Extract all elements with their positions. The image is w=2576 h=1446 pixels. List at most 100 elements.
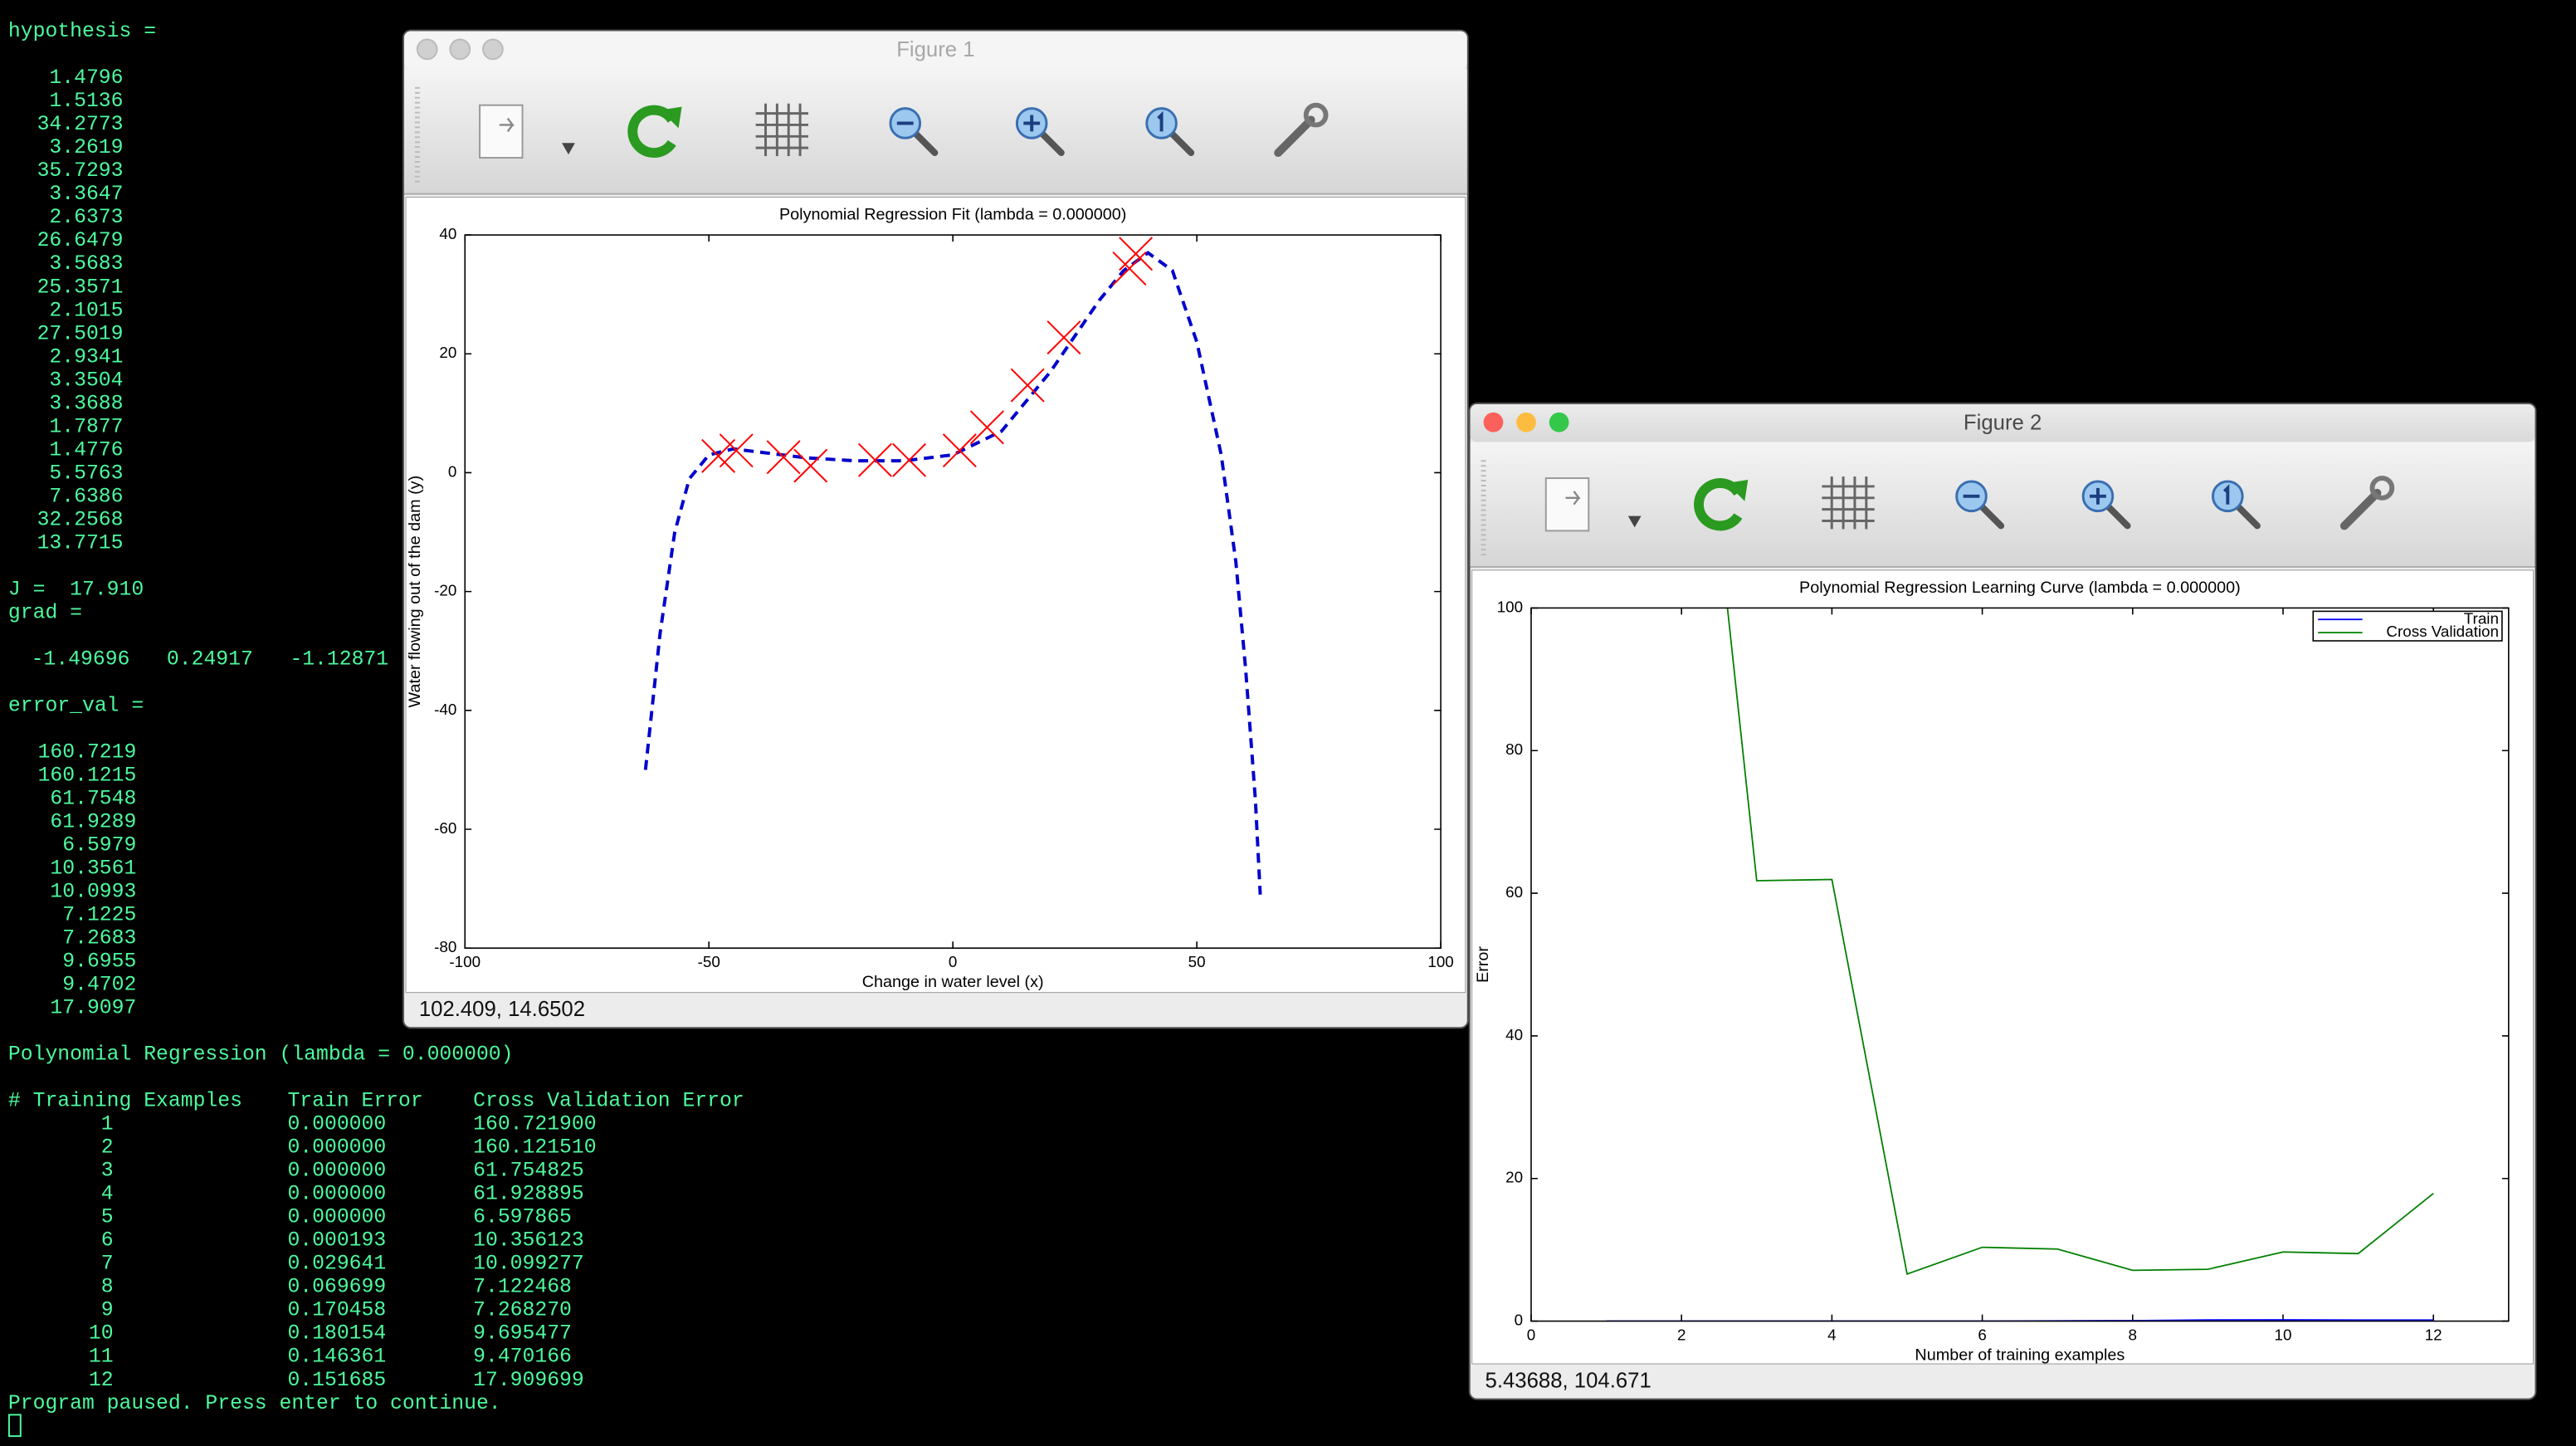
refresh-button[interactable]	[1694, 478, 1749, 531]
x-tick-label: 2	[1677, 1326, 1686, 1343]
icon-shape	[2104, 502, 2131, 530]
terminal-line: 1.5136	[49, 90, 123, 113]
legend-label: Train	[2464, 609, 2499, 627]
zoom-reset-button[interactable]	[2211, 480, 2261, 530]
x-tick-label: 0	[1527, 1326, 1535, 1343]
icon-shape	[1157, 110, 1164, 132]
terminal-line: Cross Validation Error	[473, 1090, 744, 1113]
terminal-line: 0.151685	[287, 1369, 386, 1392]
terminal-line: 10.0993	[50, 881, 136, 904]
terminal-line: 0.000000	[287, 1183, 386, 1206]
terminal-line: grad =	[8, 601, 82, 624]
terminal-line: 5.5763	[49, 462, 123, 485]
terminal-line: 13.7715	[37, 531, 124, 554]
figure-window[interactable]: Figure 1 102.409, 14.6502 Polynomial Regre…	[402, 29, 1469, 1029]
terminal-line: 2.9341	[49, 345, 123, 369]
y-tick-label: 80	[1505, 740, 1523, 758]
icon-shape	[479, 104, 524, 159]
terminal-line: 7.1225	[62, 904, 136, 927]
terminal-line: 10.3561	[50, 857, 136, 881]
figure-window[interactable]: Figure 2 5.43688, 104.671 Polynomial Regre…	[1468, 175, 2537, 1400]
minimize-button[interactable]	[449, 38, 471, 61]
zoom-in-button[interactable]	[1015, 107, 1065, 157]
save-button[interactable]	[479, 104, 524, 159]
close-button[interactable]	[416, 38, 438, 61]
settings-button[interactable]	[1274, 102, 1329, 158]
terminal-line: 26.6479	[37, 229, 124, 252]
zoom-reset-button[interactable]	[1145, 107, 1195, 157]
icon-shape	[627, 105, 676, 159]
toolbar	[1470, 442, 2535, 567]
axes-frame	[464, 234, 1442, 949]
terminal-line: 3.5683	[49, 252, 123, 276]
icon-shape	[1303, 102, 1329, 128]
data-point	[1046, 320, 1081, 355]
status-text: 102.409, 14.6502	[419, 998, 585, 1021]
y-axis-label: Water flowing out of the dam (y)	[406, 476, 424, 708]
dropdown-button[interactable]	[1627, 515, 1642, 528]
zoom-button[interactable]	[1549, 412, 1569, 432]
terminal-line: 10.356123	[473, 1229, 584, 1253]
terminal-line: 7.2683	[62, 927, 136, 950]
terminal-line: 6	[101, 1229, 114, 1253]
zoom-button[interactable]	[482, 38, 504, 61]
terminal-line: 9.470166	[473, 1346, 572, 1369]
terminal-line: 160.721900	[473, 1113, 596, 1136]
terminal-line: 12	[89, 1369, 114, 1392]
terminal-line: 4	[101, 1183, 114, 1206]
terminal-line: 61.928895	[473, 1183, 584, 1206]
terminal-line: 34.2773	[37, 113, 124, 136]
window-title: Figure 1	[896, 38, 974, 61]
terminal-line: 3	[101, 1160, 114, 1183]
plot-canvas	[1471, 569, 2534, 1365]
grid-button[interactable]	[1822, 476, 1875, 530]
terminal-line: 7	[101, 1253, 114, 1276]
icon-shape	[1274, 115, 1315, 158]
terminal-line: 9.695477	[473, 1322, 572, 1346]
terminal-line: 61.754825	[473, 1160, 584, 1183]
terminal-line: 9	[101, 1299, 114, 1322]
data-point	[857, 442, 892, 477]
close-button[interactable]	[1483, 412, 1504, 432]
x-tick-label: 100	[1427, 953, 1453, 970]
terminal-line: 3.3504	[49, 369, 123, 392]
y-tick-label: -60	[434, 819, 456, 837]
zoom-out-button[interactable]	[1955, 480, 2005, 530]
terminal-line: 61.7548	[50, 787, 136, 810]
x-axis-label: Number of training examples	[1915, 1346, 2125, 1364]
terminal-line: error_val =	[8, 694, 144, 717]
terminal-line: J = 17.910	[8, 578, 144, 601]
settings-button[interactable]	[2339, 476, 2395, 530]
save-button[interactable]	[1544, 477, 1590, 532]
terminal-line: 32.2568	[37, 508, 124, 531]
y-tick-label: 0	[1515, 1312, 1523, 1329]
dropdown-button[interactable]	[562, 143, 575, 155]
cursor	[7, 1414, 22, 1438]
refresh-button[interactable]	[627, 105, 682, 159]
data-point	[942, 433, 977, 468]
terminal-line: 8	[101, 1276, 114, 1299]
data-point	[766, 440, 801, 475]
terminal-line: 10	[89, 1322, 114, 1346]
terminal-line: 3.3647	[49, 183, 123, 206]
terminal-line: 1.4776	[49, 438, 123, 462]
terminal-line: Train Error	[287, 1090, 422, 1113]
x-tick-label: -100	[449, 953, 481, 970]
terminal-line: 1	[101, 1113, 114, 1136]
terminal-line: 25.3571	[37, 276, 124, 299]
minimize-button[interactable]	[1516, 412, 1536, 432]
terminal-line: -1.49696 0.24917 -1.12871 -0	[32, 647, 451, 671]
fit-line	[643, 251, 1262, 895]
terminal-line: 9.4702	[62, 974, 136, 997]
terminal-line: 0.000193	[287, 1229, 386, 1253]
terminal-line: 160.7219	[38, 740, 137, 764]
x-axis-label: Change in water level (x)	[862, 973, 1044, 991]
grid-button[interactable]	[755, 103, 808, 157]
terminal-line: 10.099277	[473, 1253, 584, 1276]
title-bar	[1470, 403, 2535, 442]
zoom-out-button[interactable]	[889, 107, 939, 157]
terminal-line: 1.4796	[49, 66, 123, 90]
icon-shape	[1978, 502, 2005, 530]
zoom-in-button[interactable]	[2081, 480, 2131, 530]
